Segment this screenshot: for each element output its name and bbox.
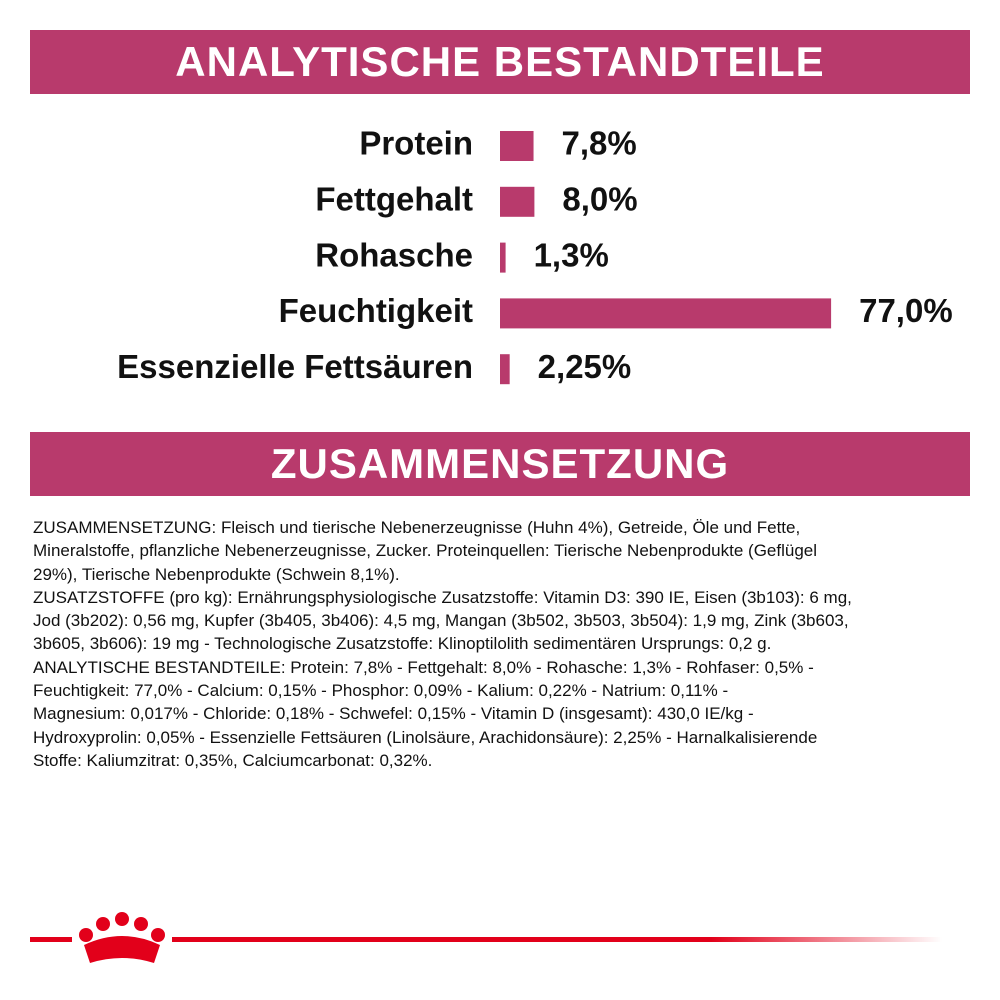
text-line: Stoffe: Kaliumzitrat: 0,35%, Calciumcarb…	[33, 750, 433, 770]
text-line: Magnesium: 0,017% - Chloride: 0,18% - Sc…	[33, 704, 754, 724]
logo-line	[30, 912, 942, 963]
category-label: Protein	[359, 125, 473, 162]
crown-icon	[79, 912, 165, 963]
value-label: 77,0%	[859, 292, 953, 329]
bar	[500, 242, 506, 273]
value-label: 7,8%	[562, 125, 637, 162]
value-label: 8,0%	[562, 181, 637, 218]
rule	[172, 937, 942, 942]
rule	[30, 937, 72, 942]
category-label: Fettgehalt	[315, 181, 473, 218]
text-line: Hydroxyprolin: 0,05% - Essenzielle Fetts…	[33, 727, 818, 747]
text-line: ZUSAMMENSETZUNG: Fleisch und tierische N…	[33, 518, 801, 537]
bar	[500, 298, 832, 329]
category-label: Essenzielle Fettsäuren	[117, 348, 473, 385]
section-header: ANALYTISCHE BESTANDTEILE	[30, 30, 970, 94]
section-header: ZUSAMMENSETZUNG	[30, 432, 970, 496]
chart: Protein 7,8% Fettgehalt 8,0% Rohasche 1,3% Feu…	[117, 125, 953, 385]
bar	[500, 354, 510, 385]
value-label: 2,25%	[538, 348, 632, 385]
value-label: 1,3%	[534, 236, 609, 273]
text-line: ZUSATZSTOFFE (pro kg): Ernährungsphysiol…	[33, 587, 852, 607]
text-line: Jod (3b202): 0,56 mg, Kupfer (3b405, 3b4…	[33, 611, 849, 631]
text-line: Feuchtigkeit: 77,0% - Calcium: 0,15% - P…	[33, 681, 729, 701]
text-line: Mineralstoffe, pflanzliche Nebenerzeugni…	[33, 541, 818, 561]
category-label: Rohasche	[315, 236, 473, 273]
category-label: Feuchtigkeit	[279, 292, 473, 329]
text-line: 3b605, 3b606): 19 mg - Technologische Zu…	[33, 634, 772, 654]
text-line: ANALYTISCHE BESTANDTEILE: Protein: 7,8% …	[33, 657, 814, 677]
text-line: 29%), Tierische Nebenprodukte (Schwein 8…	[33, 564, 400, 584]
bar	[500, 186, 535, 217]
composition-text: ZUSAMMENSETZUNG: Fleisch und tierische N…	[33, 516, 852, 772]
bar	[500, 131, 534, 161]
